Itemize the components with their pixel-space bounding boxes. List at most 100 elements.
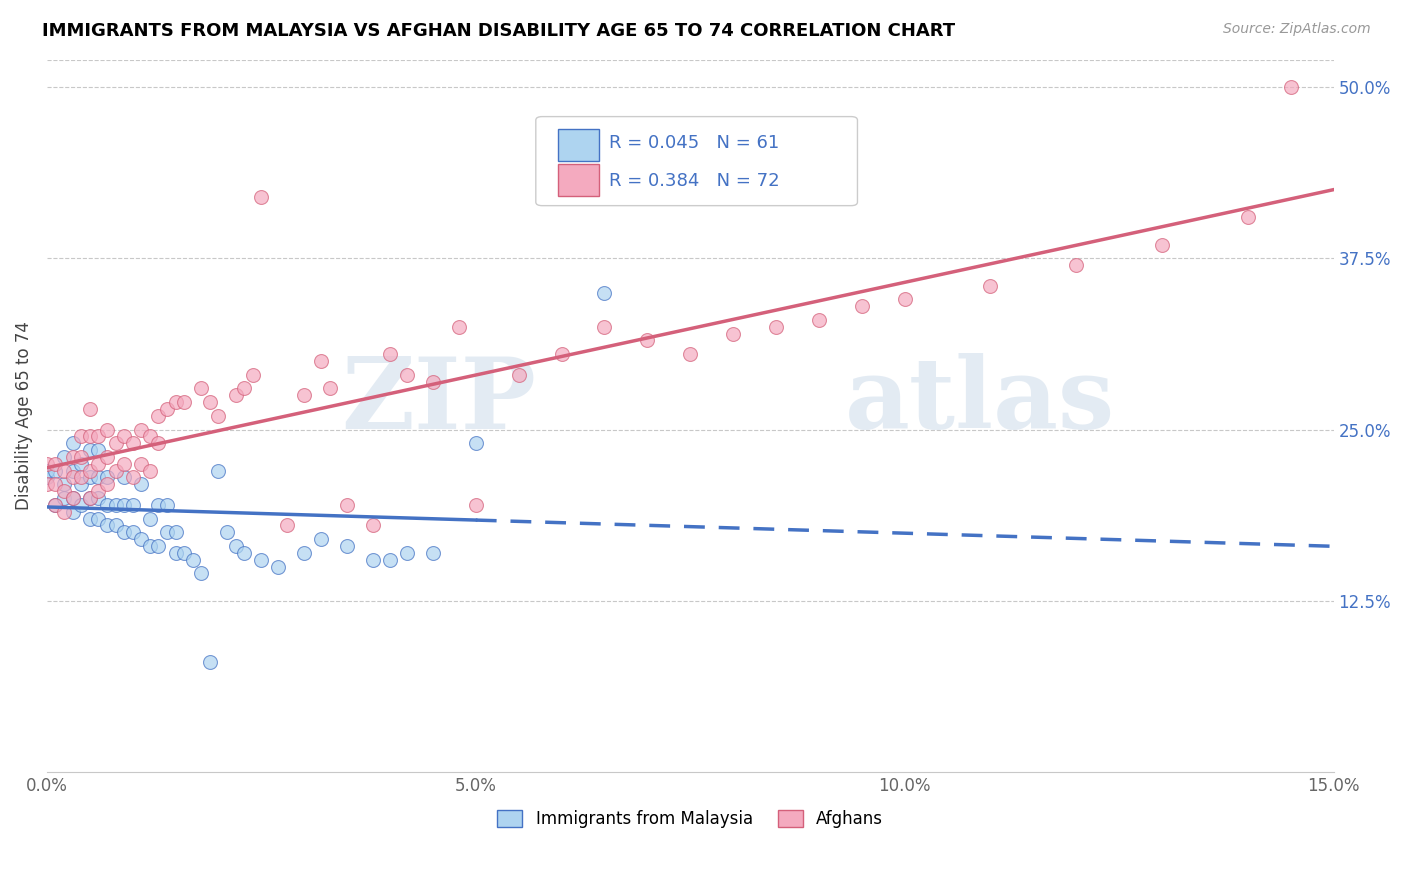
Point xyxy=(198,395,221,409)
Point xyxy=(165,395,187,409)
Point xyxy=(62,505,84,519)
Point xyxy=(148,409,170,423)
Point xyxy=(96,470,118,484)
Point xyxy=(148,498,170,512)
Point xyxy=(70,470,93,484)
Point xyxy=(198,656,221,670)
Point xyxy=(311,354,333,368)
Point xyxy=(79,443,101,458)
Point xyxy=(165,525,187,540)
Point xyxy=(396,368,419,382)
Point xyxy=(112,470,135,484)
Point xyxy=(87,491,110,505)
Point xyxy=(53,464,76,478)
Point xyxy=(79,464,101,478)
Point xyxy=(44,457,66,471)
Point xyxy=(1150,237,1173,252)
Point xyxy=(104,518,127,533)
FancyBboxPatch shape xyxy=(536,117,858,206)
Point xyxy=(70,450,93,464)
Point xyxy=(35,457,58,471)
Point xyxy=(447,319,470,334)
Point xyxy=(70,477,93,491)
Point xyxy=(44,477,66,491)
Point xyxy=(129,532,152,546)
Point xyxy=(96,518,118,533)
Point xyxy=(53,491,76,505)
Text: IMMIGRANTS FROM MALAYSIA VS AFGHAN DISABILITY AGE 65 TO 74 CORRELATION CHART: IMMIGRANTS FROM MALAYSIA VS AFGHAN DISAB… xyxy=(42,22,955,40)
Point xyxy=(87,443,110,458)
Point xyxy=(292,546,315,560)
Point xyxy=(62,436,84,450)
Point xyxy=(207,464,229,478)
Point xyxy=(361,552,384,566)
Legend: Immigrants from Malaysia, Afghans: Immigrants from Malaysia, Afghans xyxy=(491,804,890,835)
Point xyxy=(62,450,84,464)
Point xyxy=(378,552,401,566)
Point xyxy=(173,546,195,560)
Point xyxy=(121,498,143,512)
Point xyxy=(181,552,204,566)
Point xyxy=(242,368,264,382)
Point xyxy=(70,457,93,471)
Point xyxy=(96,498,118,512)
Point xyxy=(173,395,195,409)
Point xyxy=(156,525,179,540)
Point xyxy=(508,368,530,382)
Point xyxy=(225,388,247,402)
Point xyxy=(336,498,359,512)
Point xyxy=(112,498,135,512)
Point xyxy=(35,464,58,478)
Text: R = 0.045   N = 61: R = 0.045 N = 61 xyxy=(609,134,779,152)
Point xyxy=(35,477,58,491)
Point xyxy=(276,518,298,533)
Point xyxy=(807,313,830,327)
Point xyxy=(1279,80,1302,95)
Point xyxy=(79,511,101,525)
Point xyxy=(112,525,135,540)
Point xyxy=(53,450,76,464)
Point xyxy=(70,498,93,512)
Point xyxy=(121,470,143,484)
Point xyxy=(267,559,290,574)
Point xyxy=(96,477,118,491)
Point xyxy=(87,470,110,484)
Text: R = 0.384   N = 72: R = 0.384 N = 72 xyxy=(609,172,780,190)
Point xyxy=(96,450,118,464)
Point xyxy=(1064,258,1087,272)
Point xyxy=(319,381,342,395)
Point xyxy=(292,388,315,402)
Point xyxy=(336,539,359,553)
Point xyxy=(44,498,66,512)
Point xyxy=(636,334,658,348)
Point xyxy=(87,457,110,471)
Point xyxy=(361,518,384,533)
Point xyxy=(215,525,238,540)
Point xyxy=(165,546,187,560)
Point xyxy=(53,484,76,499)
Point xyxy=(139,511,162,525)
Point xyxy=(87,511,110,525)
Point xyxy=(378,347,401,361)
Point xyxy=(62,470,84,484)
Text: atlas: atlas xyxy=(845,353,1115,450)
Point xyxy=(148,436,170,450)
Point xyxy=(53,477,76,491)
Point xyxy=(250,189,273,203)
Point xyxy=(233,546,256,560)
Point xyxy=(765,319,787,334)
Point xyxy=(893,293,915,307)
Point xyxy=(104,464,127,478)
Point xyxy=(44,464,66,478)
Point xyxy=(62,491,84,505)
Point xyxy=(44,498,66,512)
Point xyxy=(112,429,135,443)
Point xyxy=(207,409,229,423)
Point xyxy=(62,491,84,505)
Point xyxy=(679,347,702,361)
Point xyxy=(190,381,212,395)
Point xyxy=(70,429,93,443)
Point xyxy=(464,436,486,450)
Point xyxy=(464,498,486,512)
Point xyxy=(979,278,1001,293)
